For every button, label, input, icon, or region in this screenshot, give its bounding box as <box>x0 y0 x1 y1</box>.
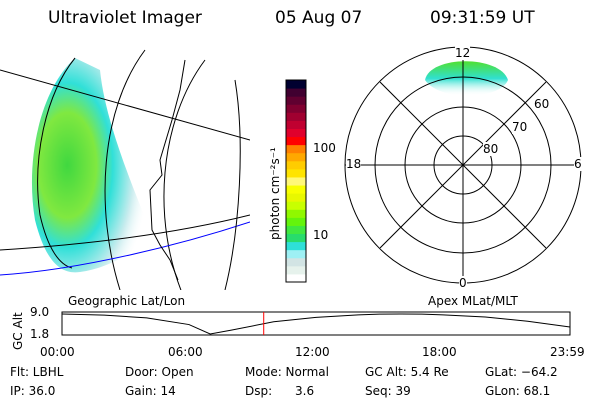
door-status: Door: Open <box>125 365 194 379</box>
map-blue-line <box>0 221 250 276</box>
colorbar-swatch <box>286 265 306 275</box>
colorbar-swatch <box>286 217 306 226</box>
colorbar-swatch <box>286 209 306 218</box>
map-panel-label: Geographic Lat/Lon <box>68 294 186 308</box>
colorbar-frame <box>285 79 307 283</box>
map-grid-line <box>37 57 76 269</box>
mlat-label-80: 80 <box>483 142 499 156</box>
colorbar-swatch <box>286 144 306 154</box>
colorbar-swatch <box>286 120 306 129</box>
colorbar-swatch <box>286 233 306 243</box>
timeline-ylabel: GC Alt <box>11 312 25 350</box>
xtick-0000: 00:00 <box>40 345 75 359</box>
geographic-map <box>0 49 250 290</box>
colorbar-swatch <box>286 80 306 89</box>
mlat-label-70: 70 <box>512 120 528 134</box>
dsp-label: Dsp: <box>245 384 273 398</box>
map-grid-line <box>0 214 250 251</box>
mlt-label-0: 0 <box>459 276 467 290</box>
colorbar-swatch <box>286 136 306 146</box>
timeline-frame <box>61 311 571 336</box>
colorbar-tick-100: 100 <box>313 141 336 155</box>
polar-panel-label: Apex MLat/MLT <box>428 294 518 308</box>
polar-auroral-emission <box>425 61 508 96</box>
xtick-1800: 18:00 <box>422 345 457 359</box>
gc-alt-status: GC Alt: 5.4 Re <box>365 365 449 379</box>
colorbar-swatch <box>286 176 306 186</box>
polar-dial <box>344 46 582 284</box>
glon-status: GLon: 68.1 <box>485 384 551 398</box>
colorbar-swatch <box>286 112 306 121</box>
map-grid-line <box>163 59 206 290</box>
altitude-curve <box>61 313 571 335</box>
colorbar-swatch <box>286 152 306 162</box>
colorbar-tick-10: 10 <box>313 228 329 242</box>
time-label: 09:31:59 UT <box>430 8 535 28</box>
colorbar-swatch <box>286 273 306 283</box>
coastline <box>149 59 186 281</box>
ytick-1-8: 1.8 <box>30 327 50 341</box>
colorbar-swatch <box>286 201 306 210</box>
map-grid-line <box>224 79 241 290</box>
mlt-label-18: 18 <box>346 157 362 171</box>
glat-status: GLat: −64.2 <box>485 365 558 379</box>
colorbar-swatch <box>286 193 306 202</box>
mlt-label-6: 6 <box>574 157 582 171</box>
colorbar-swatch <box>286 241 306 251</box>
colorbar-swatch <box>286 88 306 97</box>
seq-status: Seq: 39 <box>365 384 411 398</box>
xtick-2359: 23:59 <box>550 345 585 359</box>
colorbar-swatch <box>286 185 306 194</box>
xtick-1200: 12:00 <box>295 345 330 359</box>
colorbar-swatch <box>286 225 306 235</box>
colorbar-swatch <box>286 168 306 178</box>
gain-status: Gain: 14 <box>125 384 176 398</box>
colorbar-swatch <box>286 249 306 259</box>
auroral-emission <box>31 58 150 273</box>
colorbar-swatch <box>286 96 306 105</box>
ytick-9: 9.0 <box>30 305 50 319</box>
colorbar-swatch <box>286 160 306 170</box>
mode-status: Mode: Normal <box>245 365 329 379</box>
ip-status: IP: 36.0 <box>10 384 56 398</box>
mlat-label-60: 60 <box>534 97 550 111</box>
colorbar-swatch <box>286 257 306 267</box>
filter-status: Flt: LBHL <box>10 365 64 379</box>
dsp-value: 3.6 <box>295 384 315 398</box>
instrument-title: Ultraviolet Imager <box>48 8 202 28</box>
colorbar-label: photon cm⁻²s⁻¹ <box>268 147 282 240</box>
colorbar-swatch <box>286 104 306 113</box>
map-grid-line <box>0 69 250 141</box>
colorbar <box>285 79 307 283</box>
xtick-0600: 06:00 <box>168 345 203 359</box>
colorbar-swatch <box>286 128 306 138</box>
date-label: 05 Aug 07 <box>275 8 363 28</box>
mlt-label-12: 12 <box>455 46 471 60</box>
